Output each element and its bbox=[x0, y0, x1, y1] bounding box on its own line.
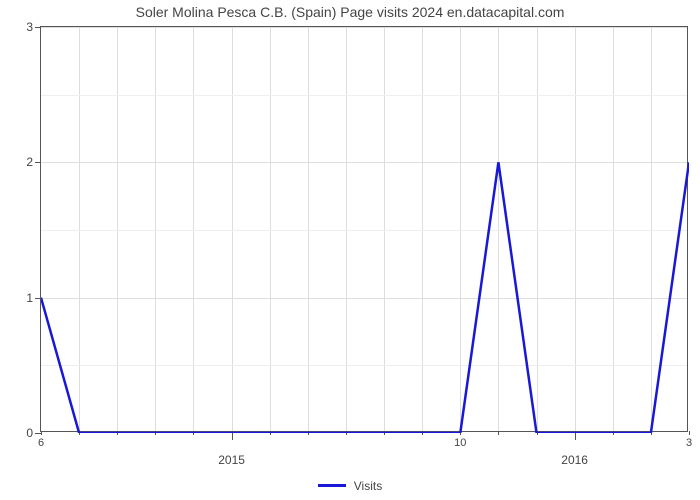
legend: Visits bbox=[0, 476, 700, 493]
x-major-label: 2015 bbox=[218, 431, 245, 467]
legend-item-visits: Visits bbox=[318, 479, 382, 493]
y-tick-label: 3 bbox=[26, 20, 41, 34]
plot-area: 0123610320152016 bbox=[40, 26, 688, 432]
chart-title: Soler Molina Pesca C.B. (Spain) Page vis… bbox=[0, 4, 700, 20]
series-line-visits bbox=[41, 27, 689, 433]
legend-swatch bbox=[318, 484, 346, 487]
x-tick-label: 10 bbox=[454, 431, 466, 449]
legend-label: Visits bbox=[354, 479, 382, 493]
y-tick-label: 1 bbox=[26, 291, 41, 305]
y-tick-label: 2 bbox=[26, 155, 41, 169]
x-tick-label: 3 bbox=[686, 431, 692, 449]
x-tick-label: 6 bbox=[38, 431, 44, 449]
visits-chart: Soler Molina Pesca C.B. (Spain) Page vis… bbox=[0, 0, 700, 500]
x-major-label: 2016 bbox=[561, 431, 588, 467]
